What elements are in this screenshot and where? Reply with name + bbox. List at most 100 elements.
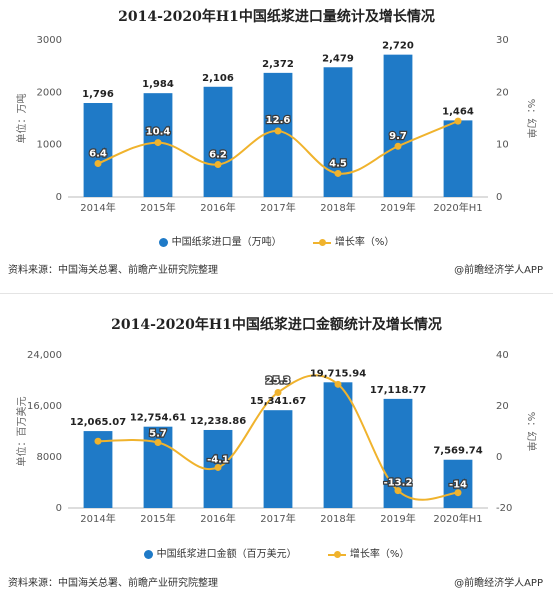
legend-bar-label: 中国纸浆进口量（万吨） <box>171 237 282 248</box>
x-tick-label: 2016年 <box>200 201 235 214</box>
bar-value-label: 7,569.74 <box>433 446 482 457</box>
chart-title: 2014-2020年H1中国纸浆进口金额统计及增长情况 <box>111 317 442 333</box>
bar-value-label: 19,715.94 <box>310 368 366 379</box>
legend-line-swatch <box>327 550 346 559</box>
growth-point <box>454 117 462 125</box>
growth-value-label: 25.3 <box>266 375 291 386</box>
chart-panel-value: 2014-2020年H1中国纸浆进口金额统计及增长情况 0 8000 16,000 2… <box>0 300 553 593</box>
bar <box>83 103 113 197</box>
chart-title: 2014-2020年H1中国纸浆进口量统计及增长情况 <box>118 9 435 25</box>
growth-point <box>154 139 162 147</box>
y2-axis-label: %：幻单 <box>525 99 538 139</box>
chart-legend: 中国纸浆进口金额（百万美元） 增长率（%） <box>0 545 553 560</box>
growth-value-label: 4.5 <box>329 158 347 169</box>
growth-value-label: 6.4 <box>89 149 107 160</box>
legend-item-bar: 中国纸浆进口量（万吨） <box>158 233 282 248</box>
x-tick-label: 2020年H1 <box>433 512 482 525</box>
bar <box>323 382 353 508</box>
bar-value-label: 2,479 <box>322 53 354 64</box>
y-tick-label: 16,000 <box>27 401 62 412</box>
x-tick-label: 2019年 <box>380 201 415 214</box>
legend-line-label: 增长率（%） <box>334 237 395 248</box>
growth-point <box>274 127 282 135</box>
bar-value-label: 12,065.07 <box>70 417 126 428</box>
growth-point <box>454 489 462 497</box>
bar-value-label: 12,238.86 <box>190 416 246 427</box>
y2-tick-label: 20 <box>496 87 509 98</box>
x-tick-label: 2015年 <box>140 201 175 214</box>
chart-volume-svg: 0 1000 2000 3000 0 10 20 30 单位：万吨 %：幻单 2014年 2015年 2… <box>15 35 538 214</box>
y-tick-label: 3000 <box>37 35 62 46</box>
growth-value-label: 12.6 <box>266 115 291 126</box>
y2-tick-label: 10 <box>496 140 509 151</box>
x-tick-label: 2017年 <box>260 512 295 525</box>
bar <box>203 86 233 197</box>
bar-value-label: 1,984 <box>142 79 174 90</box>
x-tick-label: 2018年 <box>320 512 355 525</box>
chart-panel-volume: 2014-2020年H1中国纸浆进口量统计及增长情况 0 1000 2000 3000… <box>0 0 553 290</box>
y-tick-label: 8000 <box>37 452 62 463</box>
y-tick-label: 1000 <box>37 140 62 151</box>
growth-point <box>94 437 102 445</box>
bar-value-label: 1,464 <box>442 106 474 117</box>
x-tick-label: 2016年 <box>200 512 235 525</box>
growth-point <box>154 438 162 446</box>
y2-tick-label: 30 <box>496 35 509 46</box>
chart-value-svg: 0 8000 16,000 24,000 -20 0 20 40 单位：百万美元 %：幻单 2014… <box>15 350 538 525</box>
x-tick-label: 2019年 <box>380 512 415 525</box>
credit-note: @前瞻经济学人APP <box>454 265 543 276</box>
growth-point <box>94 160 102 168</box>
growth-value-label: 5.7 <box>149 428 167 439</box>
growth-value-label: -4.1 <box>207 454 229 465</box>
growth-point <box>274 388 282 396</box>
source-note: 资料来源：中国海关总署、前瞻产业研究院整理 <box>8 578 218 589</box>
bar-value-label: 2,720 <box>382 41 414 52</box>
bar-value-label: 1,796 <box>82 89 114 100</box>
legend-line-label: 增长率（%） <box>349 549 410 560</box>
x-tick-label: 2018年 <box>320 201 355 214</box>
y-tick-label: 0 <box>56 503 62 514</box>
y2-tick-label: 0 <box>496 192 502 203</box>
legend-item-line: 增长率（%） <box>327 545 410 560</box>
y2-tick-label: 40 <box>496 350 509 361</box>
credit-note: @前瞻经济学人APP <box>454 578 543 589</box>
growth-value-label: 9.7 <box>389 131 407 142</box>
source-note: 资料来源：中国海关总署、前瞻产业研究院整理 <box>8 265 218 276</box>
legend-bar-swatch <box>158 237 168 247</box>
bar-value-label: 2,106 <box>202 73 234 84</box>
x-tick-label: 2020年H1 <box>433 201 482 214</box>
bar <box>263 410 293 508</box>
growth-point <box>334 380 342 388</box>
growth-value-label: 6.2 <box>209 150 227 161</box>
y-axis-label: 单位：万吨 <box>15 94 28 144</box>
bar-value-label: 2,372 <box>262 59 294 70</box>
legend-line-swatch <box>312 238 331 247</box>
x-tick-label: 2014年 <box>80 201 115 214</box>
y2-tick-label: 0 <box>496 452 502 463</box>
growth-value-label: -14 <box>449 480 467 491</box>
growth-value-label: -13.2 <box>384 478 413 489</box>
y2-axis-label: %：幻单 <box>525 412 538 452</box>
growth-point <box>394 487 402 495</box>
growth-point <box>334 169 342 177</box>
growth-value-label: 10.4 <box>146 127 171 138</box>
panel-divider <box>0 293 553 294</box>
growth-point <box>394 142 402 150</box>
chart-legend: 中国纸浆进口量（万吨） 增长率（%） <box>0 233 553 248</box>
bar-value-label: 15,341.67 <box>250 396 306 407</box>
y-tick-label: 24,000 <box>27 350 62 361</box>
growth-point <box>214 161 222 169</box>
bar <box>443 120 473 197</box>
bar-value-label: 12,754.61 <box>130 413 186 424</box>
y2-tick-label: 20 <box>496 401 509 412</box>
legend-item-line: 增长率（%） <box>312 233 395 248</box>
bar <box>323 67 353 198</box>
y-axis-label: 单位：百万美元 <box>15 397 28 467</box>
legend-item-bar: 中国纸浆进口金额（百万美元） <box>143 545 297 560</box>
growth-point <box>214 463 222 471</box>
x-tick-label: 2015年 <box>140 512 175 525</box>
bar <box>383 54 413 197</box>
legend-bar-swatch <box>143 549 153 559</box>
y2-tick-label: -20 <box>496 503 512 514</box>
y-tick-label: 2000 <box>37 87 62 98</box>
